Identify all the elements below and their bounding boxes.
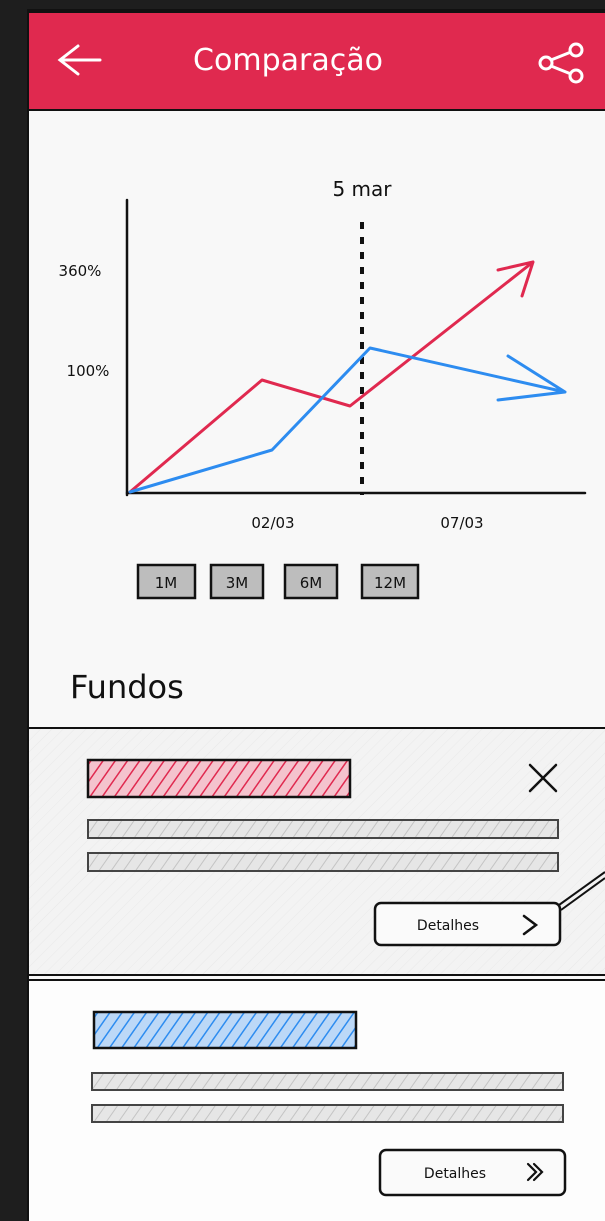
back-button[interactable]: [57, 44, 102, 76]
connector: [558, 871, 605, 911]
fund-line: [128, 260, 535, 494]
period-button[interactable]: [136, 563, 197, 600]
y-label: 100%: [67, 362, 110, 380]
y-label: 360%: [59, 262, 102, 280]
period-label: 3M: [226, 574, 249, 592]
comparison-chart: 5 mar 360% 100% 02/03 07/03: [59, 177, 587, 532]
fund-name-placeholder: [86, 758, 352, 799]
period-selector: 1M 3M 6M 12M: [136, 563, 420, 600]
fund-name-placeholder: [92, 1010, 358, 1050]
x-label: 02/03: [251, 514, 294, 532]
remove-button[interactable]: [528, 763, 558, 793]
app-title: Comparação: [193, 43, 383, 78]
details-label: Detalhes: [417, 918, 479, 934]
fund-line: [128, 346, 567, 494]
text-placeholder: [91, 1072, 564, 1091]
text-placeholder: [87, 819, 559, 839]
period-label: 12M: [374, 574, 406, 592]
share-button[interactable]: [538, 42, 584, 84]
text-placeholder: [87, 852, 559, 872]
details-button[interactable]: [373, 901, 562, 947]
details-label: Detalhes: [424, 1166, 486, 1182]
chevron: [526, 1162, 544, 1182]
details-button[interactable]: [378, 1148, 567, 1197]
period-label: 6M: [300, 574, 323, 592]
section-title: Fundos: [70, 668, 184, 706]
marker-label: 5 mar: [332, 177, 392, 201]
text-placeholder: [91, 1104, 564, 1123]
period-button[interactable]: [209, 563, 265, 600]
app-bar: [27, 11, 605, 111]
period-button[interactable]: [360, 563, 420, 600]
period-label: 1M: [155, 574, 178, 592]
period-button[interactable]: [283, 563, 339, 600]
x-label: 07/03: [440, 514, 483, 532]
chevron: [522, 914, 539, 936]
